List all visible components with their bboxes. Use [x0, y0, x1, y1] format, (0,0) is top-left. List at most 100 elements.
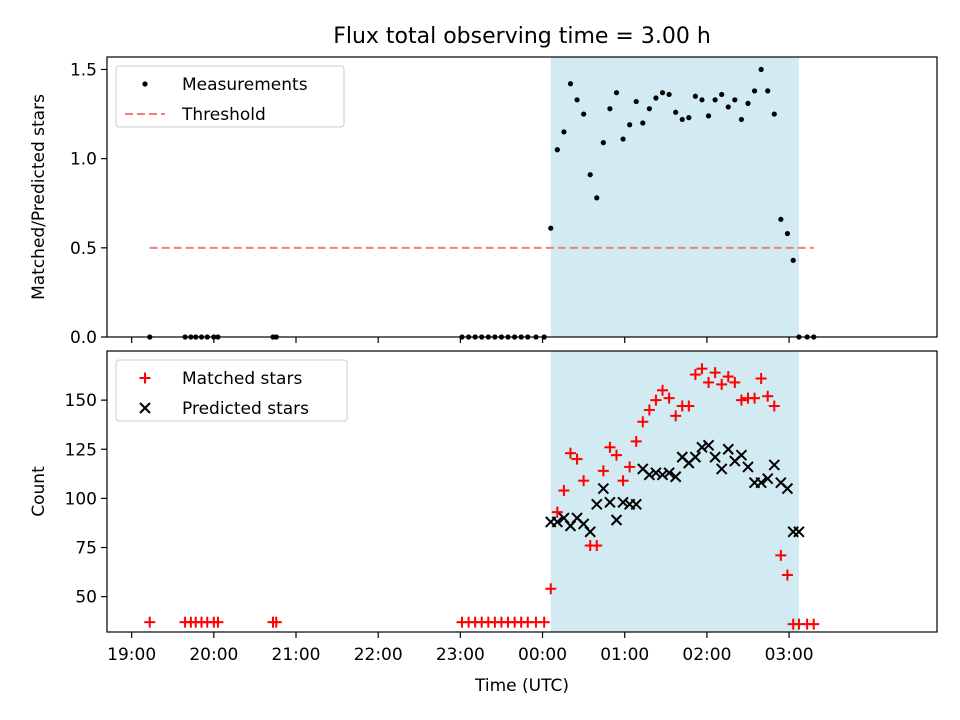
count-series-0-point-40	[657, 384, 669, 396]
ratio-series-0-point-60	[790, 257, 796, 263]
count-series-0-point-7	[212, 616, 224, 628]
ratio-series-0-point-55	[758, 66, 764, 73]
count-series-0-point-23	[545, 583, 557, 595]
count-series-0-point-30	[591, 540, 603, 552]
count-series-0-point-24	[551, 506, 563, 518]
ratio-series-0-point-44	[686, 115, 692, 121]
count-series-1-point-22	[689, 451, 702, 463]
count-series-1-point-38	[793, 526, 805, 538]
x-tick-label: 01:00	[600, 645, 649, 665]
count-series-1-point-23	[696, 441, 708, 453]
ratio-series-0-point-49	[719, 91, 725, 98]
count-series-1-point-9-b	[604, 496, 616, 509]
ratio-panel: 0.0 0.5 1.0 1.5 Matched/Predicted stars Measu…	[29, 56, 938, 348]
ratio-series-0-point-29	[587, 172, 593, 178]
count-series-0-point-56	[762, 390, 774, 402]
ratio-series-0-point-58	[778, 216, 784, 222]
ratio-axes-frame	[106, 56, 938, 338]
ratio-series-0-point-53	[745, 100, 751, 106]
count-series-1-point-14-b	[637, 463, 649, 475]
count-series-1-point-18-b	[663, 467, 675, 479]
count-series-0-point-22	[538, 616, 550, 628]
count-series-1-point-34-b	[768, 459, 780, 471]
count-series-1-point-27	[722, 443, 734, 455]
ratio-series-0-point-30	[594, 195, 600, 201]
ratio-series-0-point-28	[581, 111, 587, 117]
count-series-0-point-59	[781, 569, 793, 581]
count-y-axis-label: Count	[29, 466, 49, 517]
count-series-0-point-52	[735, 394, 747, 406]
count-series-0-point-42	[670, 410, 682, 422]
chart-title: Flux total observing time = 3.00 h	[333, 24, 711, 49]
count-series-0-point-63	[808, 618, 820, 630]
count-series-1-point-7	[591, 498, 603, 510]
count-series-1-point-13-b	[630, 498, 642, 510]
ratio-series-0-point-46	[699, 97, 705, 103]
count-series-0-point-37	[637, 416, 649, 428]
count-series-0-point-47	[703, 376, 715, 388]
count-series-1-point-35-b	[775, 476, 787, 489]
count-series-0-point-44	[683, 400, 695, 412]
count-series-1-point-9	[604, 496, 616, 509]
ratio-series-0-point-50	[725, 104, 731, 110]
x-tick-label: 00:00	[518, 645, 567, 665]
count-series-1-point-33-b	[762, 473, 774, 485]
count-y-tick-label: 125	[65, 440, 97, 460]
count-series-1-point-8	[597, 482, 610, 495]
count-series-0-point-46	[696, 363, 708, 375]
count-series-1-point-17	[656, 469, 669, 481]
count-y-tick-label: 75	[75, 539, 97, 559]
x-tick-label: 20:00	[189, 645, 238, 665]
ratio-series-0-point-40	[659, 90, 666, 96]
ratio-legend-marker-0	[142, 81, 148, 87]
ratio-series-0-point-39	[653, 95, 659, 101]
count-series-0-point-39	[650, 394, 662, 406]
count-series-0-point-35	[624, 461, 636, 473]
ratio-series-0-point-42	[673, 109, 679, 115]
ratio-series-0-point-54	[751, 88, 758, 94]
count-legend-marker-1-b	[139, 402, 151, 414]
count-series-0-point-33	[611, 449, 623, 461]
ratio-series-0-point-51	[732, 97, 738, 103]
count-series-1-point-16-b	[650, 467, 662, 479]
count-series-1-point-24	[702, 439, 715, 452]
count-series-1-point-8-b	[597, 482, 610, 495]
count-series-0-point-28	[578, 475, 590, 487]
count-series-1-point-1-b	[551, 516, 564, 528]
count-series-1-point-25	[709, 451, 721, 463]
count-series-1-point-15-b	[643, 469, 656, 481]
ratio-series-0-point-27	[574, 97, 580, 103]
count-series-1-point-29	[735, 449, 748, 461]
count-series-0-point-58	[775, 549, 787, 561]
count-series-1-point-27-b	[722, 443, 734, 455]
count-series-1-point-26-b	[715, 463, 728, 475]
count-series-1-point-6-b	[584, 526, 596, 538]
count-series-1-point-6	[584, 526, 596, 538]
count-series-0-point-54	[749, 392, 761, 404]
count-series-1-point-5-b	[577, 518, 590, 530]
count-series-1-point-19-b	[669, 471, 682, 483]
count-legend-label: Matched stars	[182, 369, 302, 389]
count-series-0-point-38	[643, 404, 655, 416]
ratio-y-tick-label: 0.0	[70, 328, 97, 348]
x-axis-label: Time (UTC)	[474, 676, 569, 696]
ratio-series-0-point-48	[712, 97, 718, 103]
count-series-0-point-50	[722, 371, 734, 383]
count-series-1-point-10	[610, 514, 623, 526]
count-series-0-point-26	[564, 447, 576, 459]
ratio-series-0-point-36	[633, 98, 639, 105]
count-legend-marker-0	[139, 372, 151, 384]
count-series-0-point-27	[571, 453, 583, 465]
count-series-1-point-32	[755, 476, 767, 489]
count-y-tick-label: 150	[65, 391, 97, 411]
count-series-1-point-15	[643, 469, 656, 481]
count-series-1-point-11	[617, 496, 629, 509]
ratio-y-axis-label: Matched/Predicted stars	[29, 94, 49, 300]
x-tick-label: 22:00	[354, 645, 403, 665]
ratio-series-0-point-38	[646, 106, 652, 112]
x-tick-label: 21:00	[272, 645, 321, 665]
count-legend-label: Predicted stars	[182, 399, 309, 419]
count-series-0-point-36	[630, 435, 642, 447]
count-series-1-point-16	[650, 467, 662, 479]
count-series-1-point-4-b	[571, 512, 583, 524]
